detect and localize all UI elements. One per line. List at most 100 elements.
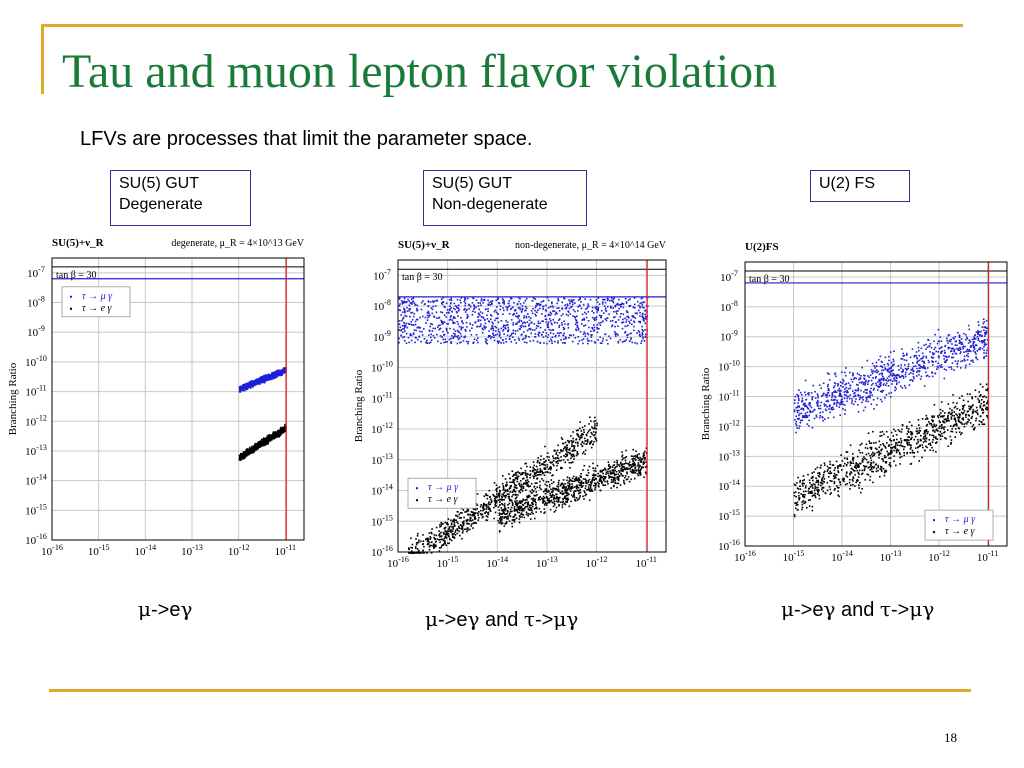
data-point <box>536 474 539 476</box>
data-point <box>460 326 462 329</box>
data-point <box>505 513 507 515</box>
data-point <box>273 376 276 379</box>
data-point <box>579 489 581 491</box>
data-point <box>239 457 242 459</box>
data-point <box>504 495 506 497</box>
data-point <box>644 471 647 474</box>
data-point <box>433 544 435 547</box>
data-point <box>593 427 596 430</box>
data-point <box>468 304 471 306</box>
data-point <box>590 420 592 422</box>
data-point <box>505 495 507 497</box>
data-point <box>645 461 647 463</box>
data-point <box>506 321 509 324</box>
data-point <box>522 483 525 485</box>
data-point <box>600 479 602 482</box>
data-point <box>458 325 461 328</box>
data-point <box>408 309 411 312</box>
data-point <box>280 429 282 431</box>
data-point <box>443 314 446 316</box>
data-point <box>547 333 550 336</box>
data-point <box>444 536 446 538</box>
data-point <box>491 321 494 324</box>
data-point <box>502 487 505 490</box>
data-point <box>575 476 578 478</box>
data-point <box>433 543 436 546</box>
data-point <box>444 306 446 309</box>
data-point <box>522 472 525 474</box>
data-point <box>611 466 614 468</box>
data-point <box>412 300 415 302</box>
data-point <box>890 391 893 394</box>
data-point <box>273 432 275 435</box>
data-point <box>633 329 635 332</box>
data-point <box>623 468 625 471</box>
data-point <box>500 320 503 322</box>
data-point <box>572 334 575 336</box>
data-point <box>514 490 517 493</box>
data-point <box>509 481 511 483</box>
data-point <box>471 324 474 326</box>
data-point <box>519 501 521 504</box>
data-point <box>487 308 489 310</box>
data-point <box>595 478 597 480</box>
data-point <box>485 508 488 510</box>
data-point <box>267 443 269 445</box>
data-point <box>620 474 623 476</box>
data-point <box>265 376 268 379</box>
data-point <box>254 443 256 445</box>
data-point <box>271 376 273 379</box>
data-point <box>557 342 559 344</box>
data-point <box>519 308 521 311</box>
data-point <box>530 498 533 500</box>
data-point <box>577 327 580 330</box>
data-point <box>246 450 248 453</box>
data-point <box>427 543 429 545</box>
chart-panel-3: 10-16 10-15 10-14 10-13 10-12 10-11 10-16 10-15… <box>690 230 1016 581</box>
data-point <box>519 506 522 508</box>
data-point <box>551 491 553 494</box>
data-point <box>524 325 527 328</box>
data-point <box>597 308 599 310</box>
data-point <box>562 442 564 445</box>
data-point <box>528 336 530 338</box>
data-point <box>549 314 552 316</box>
scatter-chart-su5-degenerate: 10-16 10-15 10-14 10-13 10-12 10-1110-1610-15… <box>7 237 305 575</box>
data-point <box>499 308 501 311</box>
data-point <box>242 384 245 387</box>
data-point <box>541 498 544 501</box>
data-point <box>487 336 490 338</box>
data-point <box>484 512 487 514</box>
data-point <box>272 431 275 433</box>
data-point <box>569 490 572 492</box>
data-point <box>548 328 550 331</box>
data-point <box>568 299 570 301</box>
data-point <box>530 317 532 319</box>
data-point <box>624 332 626 334</box>
data-point <box>251 382 253 385</box>
data-point <box>831 394 834 397</box>
data-point <box>459 524 462 526</box>
data-point <box>627 311 629 314</box>
data-point <box>457 529 459 532</box>
data-point <box>455 514 458 517</box>
data-point <box>591 334 593 336</box>
data-point <box>512 494 514 496</box>
data-point <box>282 429 285 431</box>
data-point <box>583 431 585 433</box>
data-point <box>488 503 490 506</box>
data-point <box>584 425 586 427</box>
data-point <box>560 456 562 458</box>
data-point <box>422 552 425 554</box>
data-point <box>260 438 263 441</box>
data-point <box>461 525 463 527</box>
data-point <box>267 434 270 437</box>
data-point <box>541 478 543 480</box>
data-point <box>569 479 571 481</box>
data-point <box>631 458 634 460</box>
data-point <box>509 308 512 310</box>
data-point <box>578 496 581 499</box>
data-point <box>546 485 548 487</box>
data-point <box>538 486 541 489</box>
data-point <box>432 301 435 304</box>
